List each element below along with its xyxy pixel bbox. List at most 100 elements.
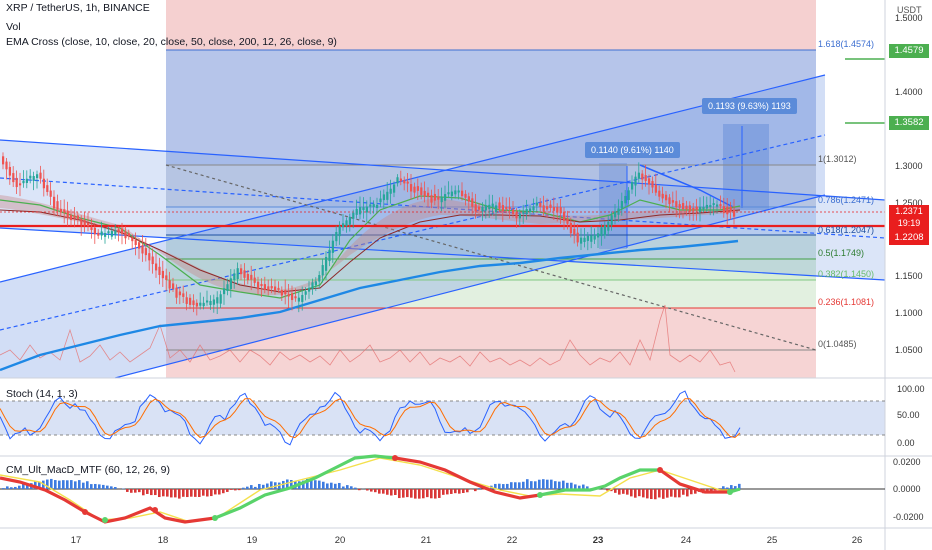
candle-body xyxy=(471,198,474,207)
macd-hist-bar xyxy=(666,489,669,498)
macd-hist-bar xyxy=(722,486,725,489)
candle-body xyxy=(617,208,620,215)
macd-hist-bar xyxy=(302,480,305,489)
macd-hist-bar xyxy=(282,480,285,489)
macd-hist-bar xyxy=(642,489,645,498)
macd-hist-bar xyxy=(674,489,677,498)
candle-body xyxy=(427,192,430,197)
macd-hist-bar xyxy=(98,484,101,489)
candle-body xyxy=(399,178,402,182)
macd-hist-bar xyxy=(738,483,741,489)
candle-body xyxy=(36,174,39,179)
candle-body xyxy=(712,203,715,206)
macd-hist-bar xyxy=(246,486,249,489)
candle-body xyxy=(172,283,175,289)
macd-hist-bar xyxy=(166,489,169,497)
candle-body xyxy=(648,178,651,185)
macd-hist-bar xyxy=(114,487,117,489)
macd-hist-bar xyxy=(354,487,357,489)
macd-hist-bar xyxy=(538,479,541,489)
macd-hist-bar xyxy=(626,489,629,495)
candle-body xyxy=(253,277,256,283)
macd-hist-bar xyxy=(558,481,561,489)
candle-body xyxy=(695,206,698,211)
candle-body xyxy=(376,204,379,209)
candle-body xyxy=(294,296,297,299)
macd-hist-bar xyxy=(530,481,533,489)
macd-hist-bar xyxy=(506,483,509,489)
ema-cross-label[interactable]: EMA Cross (close, 10, close, 20, close, … xyxy=(6,36,337,48)
macd-hist-bar xyxy=(46,479,49,489)
candle-body xyxy=(359,207,362,215)
candle-body xyxy=(287,293,290,297)
macd-hist-bar xyxy=(454,489,457,494)
candle-body xyxy=(624,195,627,204)
candle-body xyxy=(138,242,141,249)
fib-red-lower-zone xyxy=(166,308,816,378)
candle-body xyxy=(32,176,35,181)
macd-hist-bar xyxy=(374,489,377,493)
macd-tick-label: -0.0200 xyxy=(893,512,924,522)
candle-body xyxy=(277,287,280,290)
candle-body xyxy=(168,280,171,289)
time-tick-label: 24 xyxy=(681,535,692,546)
macd-hist-bar xyxy=(338,482,341,489)
fib-level-label: 0.382(1.1450) xyxy=(818,269,874,279)
macd-hist-bar xyxy=(158,489,161,498)
macd-hist-bar xyxy=(134,489,137,493)
candle-body xyxy=(722,206,725,214)
macd-hist-bar xyxy=(586,486,589,489)
time-tick-label: 18 xyxy=(158,535,169,546)
candle-body xyxy=(529,208,532,212)
candle-body xyxy=(379,198,382,203)
candle-body xyxy=(699,206,702,213)
candle-body xyxy=(355,208,358,215)
candle-body xyxy=(270,286,273,289)
macd-hist-bar xyxy=(270,481,273,489)
macd-hist-bar xyxy=(394,489,397,495)
macd-hist-bar xyxy=(290,479,293,489)
macd-hist-bar xyxy=(34,481,37,489)
candle-body xyxy=(42,178,45,189)
candle-body xyxy=(576,232,579,243)
macd-line-red xyxy=(0,476,216,524)
candle-body xyxy=(93,227,96,235)
macd-hist-bar xyxy=(254,486,257,489)
candle-body xyxy=(498,202,501,209)
candle-body xyxy=(97,232,100,236)
fib-level-label: 0.236(1.1081) xyxy=(818,297,874,307)
candle-body xyxy=(280,290,283,296)
candle-body xyxy=(450,191,453,197)
macd-hist-bar xyxy=(198,489,201,497)
candle-body xyxy=(586,235,589,241)
macd-hist-bar xyxy=(546,479,549,489)
candle-body xyxy=(308,287,311,292)
macd-label[interactable]: CM_Ult_MacD_MTF (60, 12, 26, 9) xyxy=(6,464,170,476)
macd-hist-bar xyxy=(582,484,585,489)
vol-label[interactable]: Vol xyxy=(6,21,21,33)
macd-hist-bar xyxy=(406,489,409,498)
candle-body xyxy=(515,212,518,219)
ema-200-line xyxy=(0,239,739,372)
macd-hist-bar xyxy=(638,489,641,497)
candle-body xyxy=(5,161,8,170)
symbol-title[interactable]: XRP / TetherUS, 1h, BINANCE xyxy=(6,2,150,14)
candle-body xyxy=(590,235,593,242)
macd-hist-bar xyxy=(258,483,261,489)
candle-body xyxy=(580,237,583,244)
candle-body xyxy=(597,233,600,238)
macd-hist-bar xyxy=(202,489,205,496)
macd-hist-bar xyxy=(646,489,649,499)
macd-histogram xyxy=(2,478,741,500)
macd-hist-bar xyxy=(146,489,149,494)
macd-hist-bar xyxy=(14,486,17,489)
macd-hist-bar xyxy=(410,489,413,498)
macd-hist-bar xyxy=(330,482,333,489)
macd-hist-bar xyxy=(734,486,737,489)
macd-hist-bar xyxy=(578,485,581,489)
candle-body xyxy=(583,237,586,242)
candle-body xyxy=(216,297,219,304)
stoch-label[interactable]: Stoch (14, 1, 3) xyxy=(6,388,78,400)
candle-body xyxy=(297,297,300,302)
candle-body xyxy=(552,206,555,211)
